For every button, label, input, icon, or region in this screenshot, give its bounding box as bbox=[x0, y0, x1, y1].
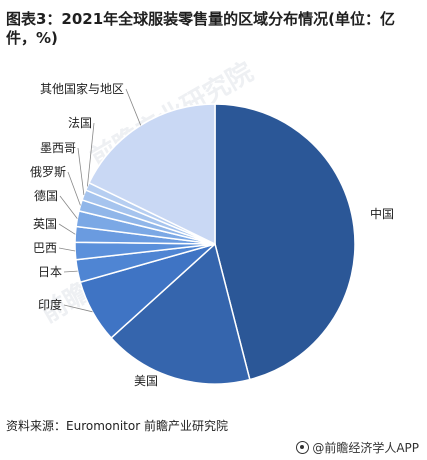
slice-label-7: 俄罗斯 bbox=[30, 165, 66, 179]
slice-label-3: 日本 bbox=[38, 265, 62, 279]
leader-line-8 bbox=[77, 147, 85, 195]
leader-line-3 bbox=[63, 270, 78, 273]
slice-label-0: 中国 bbox=[370, 206, 394, 221]
leader-line-7 bbox=[67, 171, 81, 206]
slice-label-4: 巴西 bbox=[33, 241, 57, 255]
source-note: 资料来源：Euromonitor 前瞻产业研究院 bbox=[6, 419, 228, 433]
brand-text: @前瞻经济学人APP bbox=[312, 441, 419, 455]
slice-label-9: 法国 bbox=[68, 116, 92, 130]
pie-slice-0 bbox=[214, 103, 356, 381]
pie-slice-1 bbox=[110, 242, 251, 385]
slice-label-8: 墨西哥 bbox=[40, 141, 76, 155]
leader-line-10 bbox=[125, 88, 142, 126]
brand-logo-icon bbox=[296, 441, 310, 454]
leader-line-6 bbox=[59, 195, 78, 219]
slice-label-6: 德国 bbox=[34, 188, 58, 203]
slice-label-1: 美国 bbox=[134, 374, 158, 388]
brand-credit: @前瞻经济学人APP bbox=[296, 439, 419, 456]
leader-line-9 bbox=[87, 122, 95, 187]
slice-label-5: 英国 bbox=[33, 217, 57, 231]
slice-label-2: 印度 bbox=[38, 297, 62, 312]
pie-slice-10 bbox=[88, 103, 216, 246]
chart-title: 图表3：2021年全球服装零售量的区域分布情况(单位：亿件，%) bbox=[6, 10, 396, 47]
leader-line-4 bbox=[58, 247, 76, 252]
leader-line-2 bbox=[63, 304, 93, 313]
leader-line-5 bbox=[58, 223, 76, 235]
slice-label-10: 其他国家与地区 bbox=[40, 81, 124, 96]
